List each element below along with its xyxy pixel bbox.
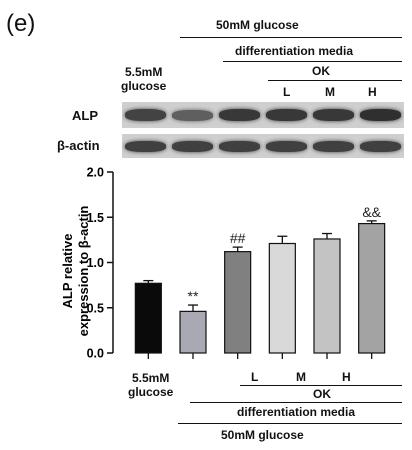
y-tick-label: 0.0 — [87, 347, 104, 361]
bar — [268, 242, 296, 354]
y-tick-label: 1.5 — [87, 211, 104, 225]
bottom-glucose-low-line2: glucose — [128, 385, 174, 399]
significance-label: ** — [188, 288, 199, 304]
bottom-ok-label: OK — [313, 387, 331, 401]
blot-band — [172, 141, 213, 152]
blot-band — [360, 141, 401, 152]
bottom-glucose-low-line1: 5.5mM — [132, 371, 170, 385]
bottom-dose-h: H — [342, 370, 351, 384]
top-dose-l: L — [283, 85, 291, 99]
top-differentiation-line — [223, 61, 402, 62]
bar — [224, 251, 252, 354]
blot-band — [125, 141, 166, 152]
blot-band — [313, 109, 354, 121]
bar — [179, 310, 207, 354]
top-glucose-low-line2: glucose — [121, 79, 167, 93]
y-axis-label-line2: expression to β-actin — [76, 206, 91, 337]
bar — [134, 282, 162, 354]
blot-label-beta-actin: β-actin — [57, 138, 100, 153]
bar — [358, 222, 386, 354]
top-ok-line — [268, 80, 402, 81]
blot-band — [219, 109, 260, 121]
bottom-glucose-low-label: 5.5mM glucose — [128, 371, 173, 399]
bottom-dose-l: L — [251, 370, 259, 384]
top-glucose-low-label: 5.5mM glucose — [121, 65, 166, 93]
top-glucose-high-line — [180, 37, 402, 38]
top-dose-m: M — [325, 85, 335, 99]
blot-band — [266, 109, 307, 121]
blot-alp — [122, 102, 404, 128]
bottom-glucose-high-label: 50mM glucose — [221, 428, 304, 442]
blot-band — [125, 109, 166, 121]
top-differentiation-label: differentiation media — [235, 44, 354, 58]
blot-band — [266, 141, 307, 152]
significance-label: && — [362, 204, 381, 220]
y-axis-label-line1: ALP relative — [60, 234, 75, 309]
blot-band — [360, 109, 401, 121]
bottom-differentiation-label: differentiation media — [237, 405, 356, 419]
top-dose-h: H — [368, 85, 377, 99]
blot-band — [172, 110, 213, 121]
top-ok-label: OK — [312, 64, 330, 78]
y-tick-label: 0.5 — [87, 301, 104, 315]
blot-label-alp: ALP — [72, 108, 98, 123]
bottom-dose-m: M — [296, 370, 306, 384]
y-tick-label: 1.0 — [87, 256, 104, 270]
significance-label: ## — [230, 230, 246, 246]
bar — [313, 238, 341, 354]
y-tick-label: 2.0 — [87, 166, 104, 180]
top-glucose-high-label: 50mM glucose — [216, 18, 299, 32]
blot-beta-actin — [122, 134, 404, 158]
bottom-ok-line — [240, 385, 402, 386]
top-glucose-low-line1: 5.5mM — [125, 65, 163, 79]
panel-label: (e) — [6, 10, 36, 37]
blot-band — [313, 141, 354, 152]
blot-band — [219, 141, 260, 152]
bottom-glucose-high-line — [178, 423, 402, 424]
bottom-differentiation-line — [190, 402, 402, 403]
